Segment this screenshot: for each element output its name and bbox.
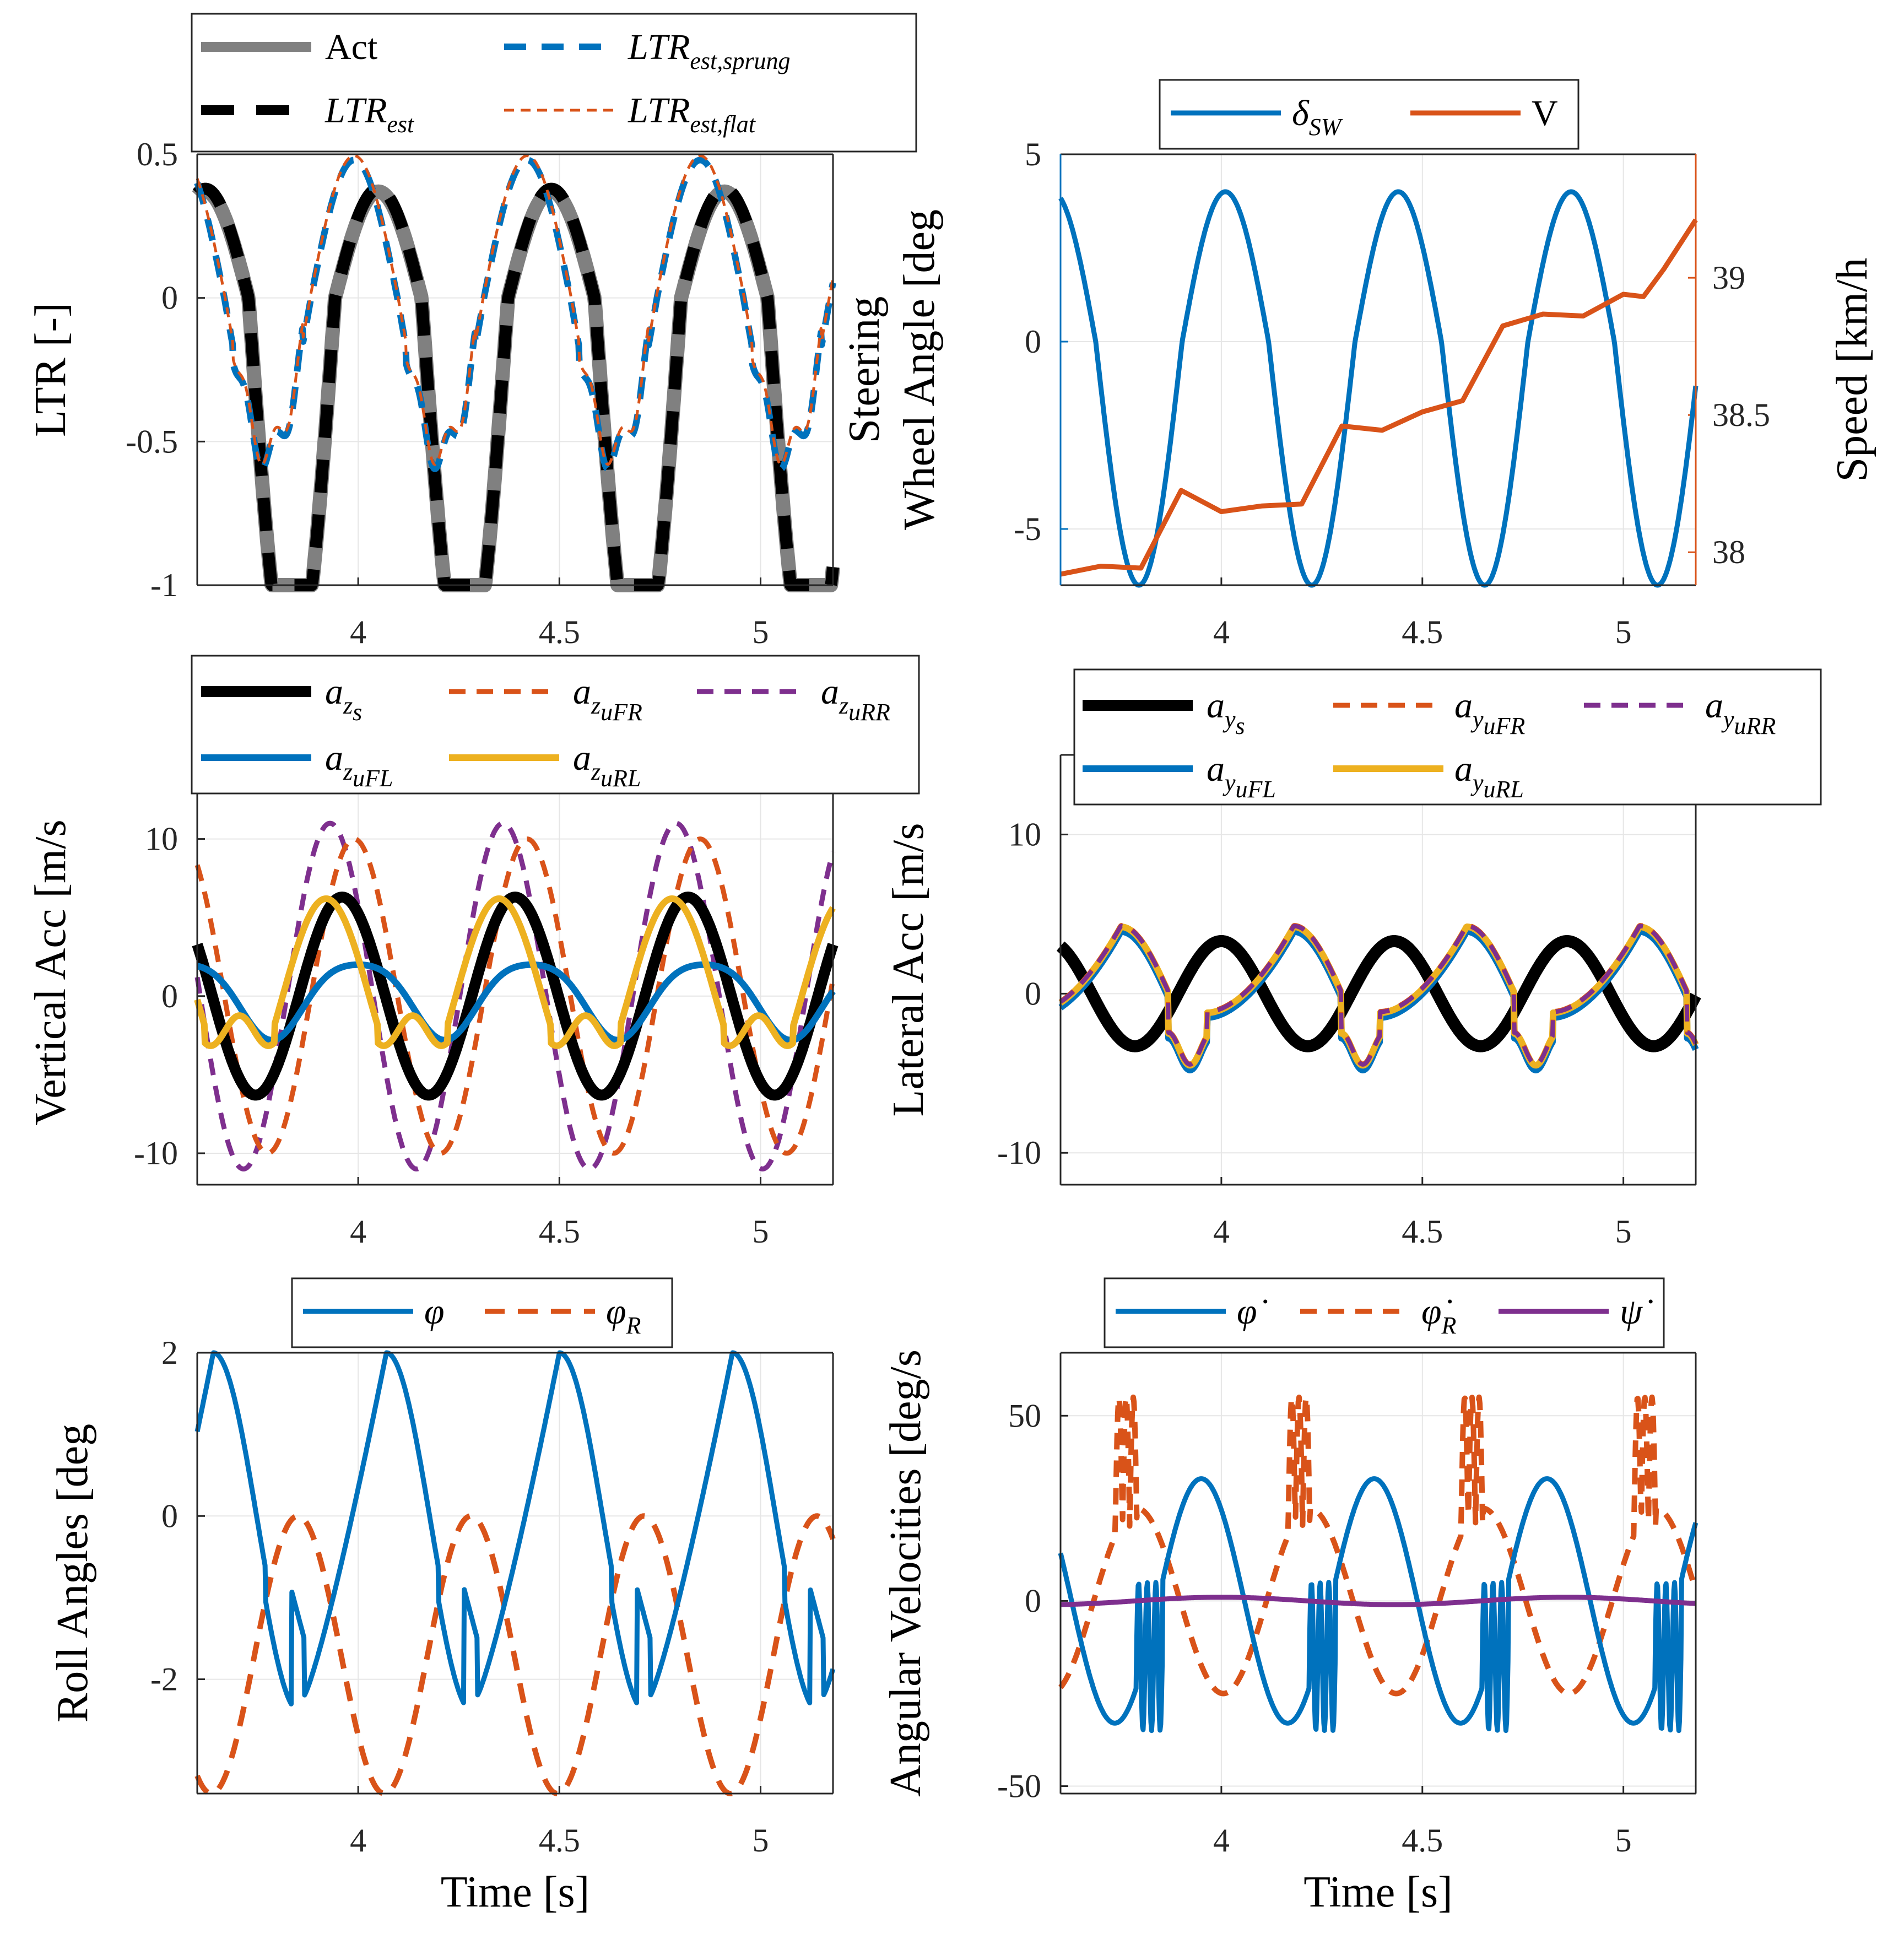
legend-entry: V [1532,93,1558,133]
y-axis-label: Vertical Acc [m/s [26,819,75,1125]
y-tick-label: -10 [997,1135,1041,1171]
legend-entry: LTRest,flat [628,90,756,138]
y-tick-label: -0.5 [126,423,178,460]
y-tick-label: 50 [1008,1397,1041,1434]
x-tick-label: 4 [350,1213,366,1250]
y2-tick-label: 38.5 [1712,397,1770,433]
y-tick-label: 0.5 [137,136,178,172]
legend-entry: azuRR [821,672,890,726]
y-tick-label: 0 [161,1498,178,1534]
y-tick-label: 0 [1025,323,1041,360]
x-tick-label: 5 [753,614,769,650]
x-tick-label: 5 [1615,1822,1632,1859]
panel-angvel: 50 0 -50 4 4.5 5 Angular Velocities [deg/s Time… [881,1277,1699,1916]
x-tick-label: 4 [350,1822,366,1859]
legend-entry: ayuRR [1705,685,1776,739]
x-tick-label: 4.5 [539,1822,580,1859]
y-tick-label: 0 [1025,975,1041,1012]
legend-box [1073,668,1822,806]
y2-tick-label: 38 [1712,534,1745,570]
legend-entry: ays [1207,685,1245,739]
panel-roll: 2 0 -2 4 4.5 5 Roll Angles [deg Time [s] φ φR [48,1277,836,1916]
y-tick-label: 10 [145,821,178,857]
legend-entry: azuFL [325,738,393,792]
panel-lacc: 10 0 -10 4 4.5 5 Lateral Acc [m/s ays ayuFR ayuRR… [884,668,1822,1250]
y-tick-label: 0 [161,978,178,1014]
x-tick-label: 4 [350,614,366,650]
series-a-zu-rl [194,895,836,1049]
legend-box [191,13,917,153]
panel-ltr: 0.5 0 -0.5 -1 4 4.5 5 LTR [-] Act LTRest,sprung LT… [26,13,917,650]
y-tick-label: -2 [150,1661,178,1698]
y-tick-label: 5 [1025,136,1041,172]
y-axis-label: LTR [-] [26,303,75,437]
x-tick-label: 5 [1615,1213,1632,1250]
y-tick-label: -1 [150,567,178,603]
y-axis-label: Lateral Acc [m/s [884,823,933,1116]
x-tick-label: 5 [1615,614,1632,650]
legend-entry: φR [606,1292,641,1339]
series-phi [194,1350,836,1706]
legend-entry: Act [325,27,377,67]
y-axis-label: Steering [840,296,889,444]
x-tick-label: 4.5 [1402,614,1443,650]
y-tick-label: -5 [1014,511,1041,547]
y-tick-label: 0 [1025,1583,1041,1619]
legend-entry: azuRL [573,738,641,792]
series-steering [1058,189,1699,588]
series-phi-r [194,1513,836,1796]
x-axis-label: Time [s] [1303,1868,1452,1916]
x-axis-label: Time [s] [441,1868,589,1916]
plot-area [1061,154,1696,585]
legend-entry: azuFR [573,672,642,726]
x-tick-label: 4 [1213,1822,1230,1859]
legend-box [291,1277,673,1348]
x-tick-label: 4 [1213,1213,1230,1250]
y-tick-label: 10 [1008,816,1041,852]
legend-entry: LTRest,sprung [628,27,791,74]
panel-vacc: 10 0 -10 4 4.5 5 Vertical Acc [m/s azs azuFR azuR… [26,655,920,1250]
y-tick-label: -10 [134,1135,178,1171]
x-tick-label: 5 [753,1822,769,1859]
x-tick-label: 4.5 [539,1213,580,1250]
legend-entry: φ [424,1292,445,1332]
x-tick-label: 5 [753,1213,769,1250]
legend-entry: LTRest [324,90,415,138]
legend-box [191,655,920,795]
series-a-yu-rr [1059,924,1698,1067]
legend-entry: azs [325,672,362,726]
legend-entry: δSW [1292,93,1343,141]
y-axis-label-line2: Wheel Angle [deg [895,209,944,530]
series-speed [1060,218,1698,577]
panel-steer: 5 0 -5 39 38.5 38 4 4.5 5 Steering Wheel Angle [de… [840,79,1876,650]
x-tick-label: 4.5 [539,614,580,650]
y-axis-label: Roll Angles [deg [48,1424,97,1722]
x-tick-label: 4.5 [1402,1213,1443,1250]
series-a-zs [192,892,839,1101]
x-tick-label: 4 [1213,614,1230,650]
plot-area [1061,755,1696,1185]
series-ltr-est-flat [196,154,835,466]
legend-entry: ayuFL [1207,749,1276,803]
legend-entry: ayuRL [1454,749,1524,803]
series-a-zu-fr [194,836,836,1156]
x-tick-label: 4.5 [1402,1822,1443,1859]
y-tick-label: 2 [161,1335,178,1371]
legend-entry: ayuFR [1454,685,1525,739]
series-phi-r-dot [1058,1394,1699,1697]
series-a-zu-fl [194,961,836,1044]
y-tick-label: -50 [997,1768,1041,1805]
plot-area [197,1353,833,1794]
y-axis-label: Angular Velocities [deg/s [881,1349,930,1797]
series-psi-dot [1058,1595,1698,1607]
plot-area [1061,1353,1696,1794]
y-tick-label: 0 [161,280,178,316]
y2-tick-label: 39 [1712,260,1745,296]
y2-axis-label: Speed [km/h [1828,258,1876,482]
